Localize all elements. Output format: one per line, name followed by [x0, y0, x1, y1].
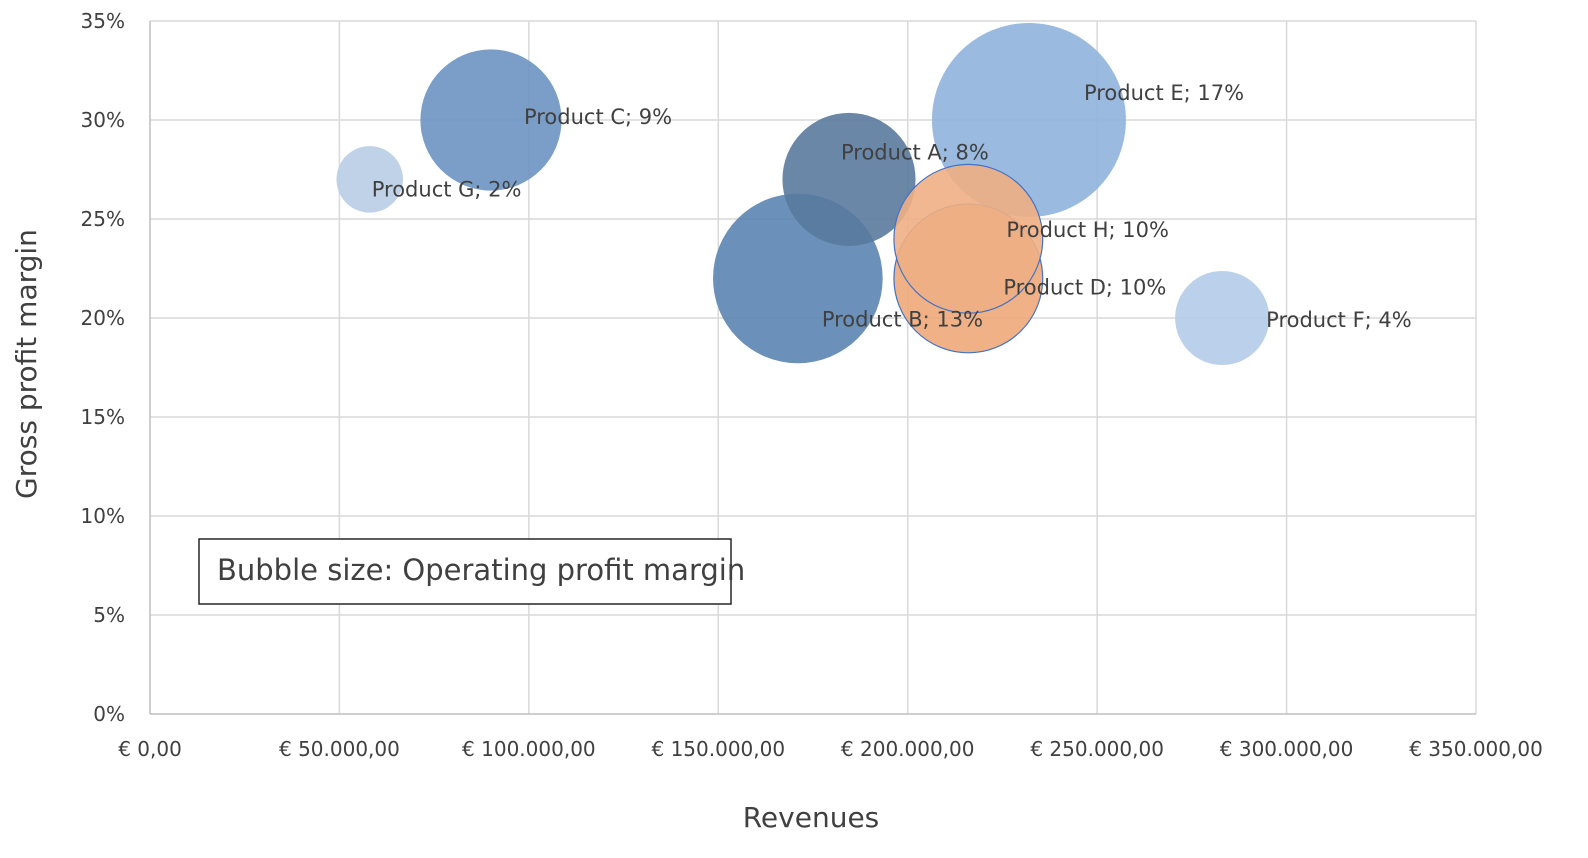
bubble-product-g	[336, 146, 404, 213]
bubble-label: Product B; 13%	[822, 307, 983, 331]
x-tick-label: € 100.000,00	[462, 737, 596, 761]
bubble-product-a	[782, 112, 916, 246]
y-tick-label: 10%	[81, 504, 125, 528]
bubble-product-h	[893, 163, 1044, 314]
bubble-label: Product A; 8%	[841, 140, 989, 164]
bubble-labels: Product E; 17% Product B; 13% Product C; 9…	[372, 81, 1412, 332]
annotation-text: Bubble size: Operating profit margin	[217, 553, 745, 587]
y-tick-label: 35%	[81, 9, 125, 33]
x-tick-label: € 250.000,00	[1030, 737, 1164, 761]
bubble-label: Product G; 2%	[372, 177, 522, 201]
bubble-label: Product D; 10%	[1003, 275, 1166, 299]
y-tick-label: 5%	[93, 603, 125, 627]
bubble-label: Product H; 10%	[1006, 218, 1169, 242]
y-axis-title: Gross profit margin	[10, 229, 43, 499]
x-tick-label: € 300.000,00	[1220, 737, 1354, 761]
x-tick-label: € 150.000,00	[651, 737, 785, 761]
x-tick-label: € 350.000,00	[1409, 737, 1543, 761]
annotation-frame	[198, 538, 732, 605]
bubble-product-f	[1175, 270, 1270, 366]
bubble-label: Product C; 9%	[524, 105, 672, 129]
axes: 0% 5% 10% 15% 20% 25% 30% 35% € 0,00 € 50.000,00 €…	[81, 9, 1543, 761]
y-tick-label: 25%	[81, 207, 125, 231]
x-tick-label: € 200.000,00	[841, 737, 975, 761]
x-tick-label: € 0,00	[118, 737, 182, 761]
bubble-label: Product F; 4%	[1266, 308, 1412, 332]
x-tick-label: € 50.000,00	[279, 737, 400, 761]
y-tick-label: 15%	[81, 405, 125, 429]
bubble-label: Product E; 17%	[1084, 81, 1244, 105]
annotation-box: Bubble size: Operating profit margin	[198, 538, 745, 605]
y-tick-label: 0%	[93, 702, 125, 726]
y-tick-label: 30%	[81, 108, 125, 132]
bubble-product-c	[420, 49, 562, 191]
y-tick-label: 20%	[81, 306, 125, 330]
bubbles	[336, 23, 1270, 366]
x-axis-title: Revenues	[743, 801, 880, 834]
